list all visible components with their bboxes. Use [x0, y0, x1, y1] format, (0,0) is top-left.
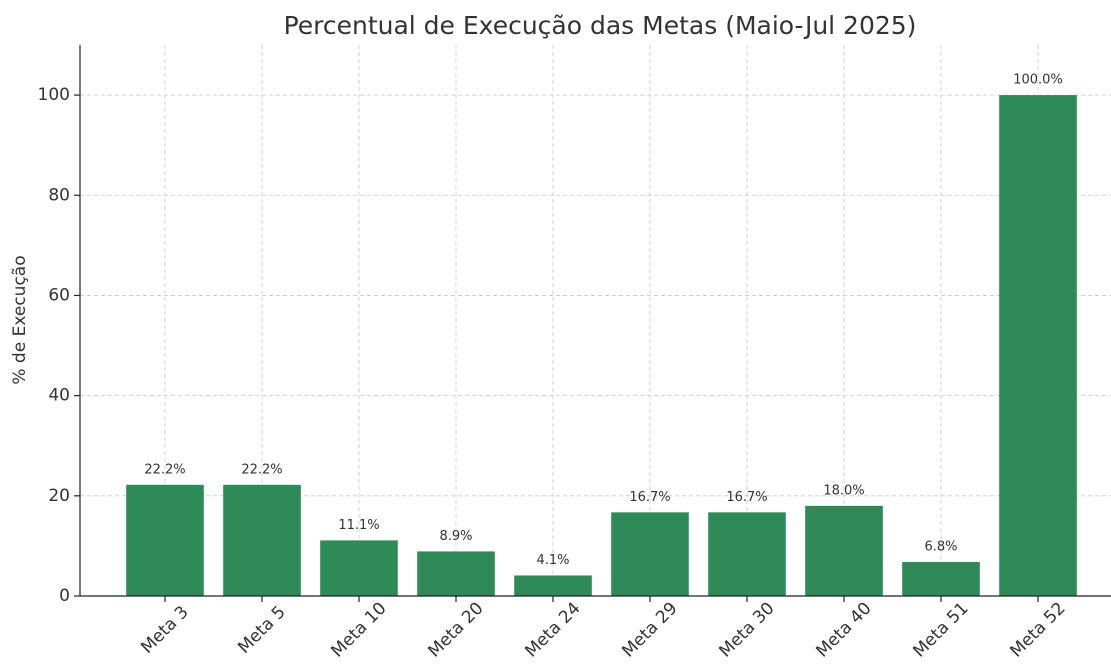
chart-title: Percentual de Execução das Metas (Maio-J…: [284, 11, 917, 40]
bar: [223, 484, 301, 596]
value-label: 22.2%: [241, 462, 282, 477]
bar: [417, 551, 495, 596]
y-tick-label: 40: [48, 386, 70, 406]
value-label: 18.0%: [823, 483, 864, 498]
value-label: 8.9%: [439, 529, 472, 544]
y-tick-label: 80: [48, 185, 70, 205]
x-tick-label: Meta 24: [521, 598, 584, 661]
value-label: 11.1%: [338, 518, 379, 533]
y-axis-label: % de Execução: [10, 255, 30, 384]
y-tick-label: 0: [59, 586, 70, 606]
value-label: 100.0%: [1013, 73, 1063, 88]
bar: [514, 575, 592, 596]
value-label: 22.2%: [144, 462, 185, 477]
y-tick-label: 60: [48, 285, 70, 305]
x-tick-label: Meta 30: [715, 598, 778, 661]
value-label: 4.1%: [536, 553, 569, 568]
x-tick-label: Meta 29: [618, 598, 681, 661]
y-tick-label: 20: [48, 486, 70, 506]
bar: [126, 484, 204, 596]
bar: [611, 512, 689, 596]
x-tick-label: Meta 10: [327, 598, 390, 661]
x-tick-label: Meta 52: [1006, 598, 1069, 661]
y-tick-label: 100: [38, 85, 70, 105]
bar: [320, 540, 398, 596]
x-tick-label: Meta 40: [812, 598, 875, 661]
x-tick-label: Meta 20: [424, 598, 487, 661]
x-tick-label: Meta 5: [234, 602, 289, 657]
x-tick-label: Meta 3: [137, 602, 192, 657]
bar: [805, 505, 883, 596]
value-label: 16.7%: [629, 490, 670, 505]
value-label: 16.7%: [726, 490, 767, 505]
x-tick-label: Meta 51: [909, 598, 972, 661]
bar: [999, 95, 1077, 596]
bar: [708, 512, 786, 596]
value-label: 6.8%: [924, 539, 957, 554]
bar: [902, 561, 980, 596]
